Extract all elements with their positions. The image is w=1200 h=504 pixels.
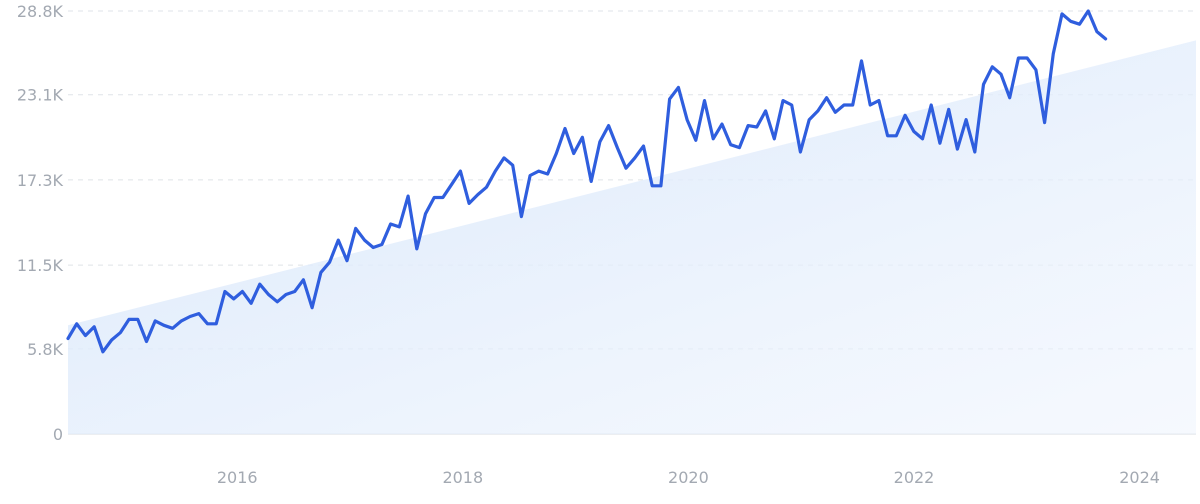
y-tick-label: 0 [53, 425, 63, 444]
x-tick-label: 2020 [668, 468, 709, 487]
y-tick-label: 11.5K [17, 256, 64, 275]
x-tick-label: 2018 [442, 468, 483, 487]
x-tick-label: 2016 [217, 468, 258, 487]
x-tick-label: 2022 [894, 468, 935, 487]
y-axis: 0 5.8K 11.5K 17.3K 23.1K 28.8K [17, 2, 64, 444]
trend-area-layer [68, 40, 1196, 435]
series-line-layer [66, 9, 1108, 354]
trend-area [68, 40, 1196, 435]
y-tick-label: 17.3K [17, 171, 64, 190]
x-axis: 2016 2018 2020 2022 2024 [217, 468, 1160, 487]
y-tick-label: 23.1K [17, 86, 64, 105]
y-tick-label: 5.8K [27, 340, 63, 359]
series-line [66, 9, 1108, 354]
y-tick-label: 28.8K [17, 2, 64, 21]
x-tick-label: 2024 [1119, 468, 1160, 487]
